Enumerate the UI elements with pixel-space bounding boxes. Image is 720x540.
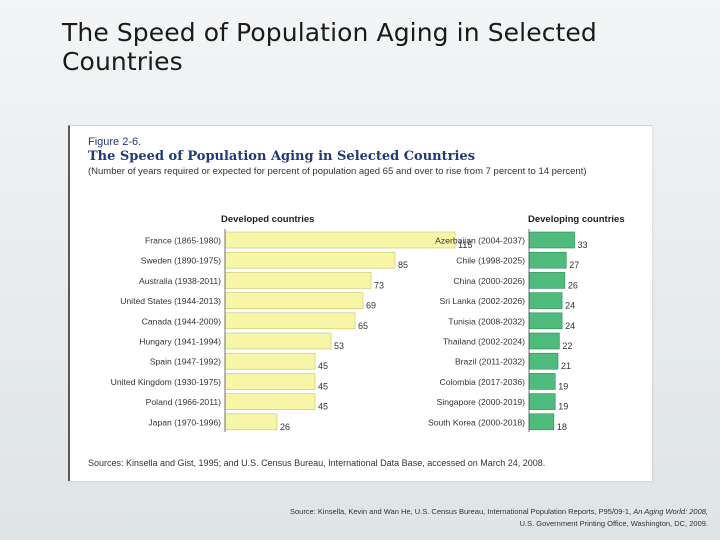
- developed-bar: [224, 251, 396, 269]
- developing-value-label: 24: [565, 301, 575, 311]
- developing-bar: [528, 373, 556, 390]
- developed-bar: [224, 312, 356, 330]
- developing-category-label: Sri Lanka (2002-2026): [439, 296, 525, 306]
- developing-value-label: 26: [568, 280, 578, 290]
- developed-category-label: Japan (1970-1996): [148, 417, 221, 427]
- developed-category-label: Canada (1944-2009): [142, 316, 221, 326]
- developed-category-label: United Kingdom (1930-1975): [111, 377, 221, 387]
- slide-source-line1: Source: Kinsella, Kevin and Wan He, U.S.…: [289, 507, 632, 516]
- developing-bar: [528, 292, 563, 309]
- developing-value-label: 19: [558, 402, 568, 412]
- figure-panel: Figure 2-6. The Speed of Population Agin…: [68, 125, 652, 481]
- developed-bar: [224, 352, 316, 370]
- slide-source-line2: U.S. Government Printing Office, Washing…: [519, 519, 708, 528]
- developed-value-label: 53: [334, 341, 344, 351]
- slide-source: Source: Kinsella, Kevin and Wan He, U.S.…: [290, 506, 708, 530]
- developing-category-label: Azerbaijan (2004-2037): [435, 236, 525, 246]
- figure-label: Figure 2-6.: [88, 136, 142, 148]
- developing-category-label: Thailand (2002-2024): [443, 337, 525, 347]
- developing-value-label: 22: [562, 341, 572, 351]
- slide-title: The Speed of Population Aging in Selecte…: [62, 18, 597, 76]
- slide-source-italic: An Aging World: 2008,: [633, 507, 708, 516]
- developing-category-label: Tunisia (2008-2032): [448, 316, 525, 326]
- developing-category-label: Singapore (2000-2019): [437, 397, 526, 407]
- developing-value-label: 24: [565, 321, 575, 331]
- developed-value-label: 115: [458, 240, 472, 250]
- developing-value-label: 33: [578, 240, 588, 250]
- developing-bar: [528, 393, 556, 410]
- bar-chart: Developed countries France (1865-1980) 115…: [111, 214, 625, 432]
- developed-value-label: 69: [366, 301, 376, 311]
- developing-bar: [528, 352, 559, 370]
- developed-bar: [224, 393, 316, 410]
- developing-value-label: 27: [569, 260, 579, 270]
- developing-bar: [528, 272, 566, 289]
- developed-value-label: 73: [374, 280, 384, 290]
- developed-header: Developed countries: [221, 214, 314, 225]
- developed-bar: [224, 292, 364, 309]
- developed-bar: [224, 231, 456, 249]
- developing-category-label: China (2000-2026): [453, 276, 525, 286]
- developed-value-label: 45: [318, 381, 328, 391]
- developing-value-label: 21: [561, 361, 571, 371]
- developed-category-label: Spain (1947-1992): [150, 357, 221, 367]
- developing-bar: [528, 332, 560, 350]
- developed-bar: [224, 373, 316, 390]
- developed-value-label: 45: [318, 402, 328, 412]
- developing-category-label: Brazil (2011-2032): [455, 357, 525, 367]
- developing-bar: [528, 251, 567, 269]
- developing-value-label: 19: [558, 381, 568, 391]
- developing-bar: [528, 231, 575, 249]
- developed-bar: [224, 272, 372, 289]
- developed-category-label: United States (1944-2013): [120, 296, 221, 306]
- developed-category-label: Australia (1938-2011): [139, 276, 221, 286]
- developing-bar: [528, 413, 555, 431]
- developed-value-label: 26: [280, 422, 290, 432]
- developed-bar: [224, 413, 278, 431]
- developed-category-label: Sweden (1890-1975): [141, 256, 221, 266]
- developing-category-label: Colombia (2017-2036): [439, 377, 525, 387]
- developing-bar: [528, 312, 563, 330]
- developed-value-label: 45: [318, 361, 328, 371]
- developed-category-label: Hungary (1941-1994): [139, 337, 221, 347]
- figure-title: The Speed of Population Aging in Selecte…: [88, 149, 476, 164]
- developed-value-label: 85: [398, 260, 408, 270]
- developing-header: Developing countries: [528, 214, 625, 225]
- developing-value-label: 18: [557, 422, 567, 432]
- developed-category-label: Poland (1966-2011): [146, 397, 221, 407]
- figure-subtitle: (Number of years required or expected fo…: [88, 166, 587, 177]
- developed-category-label: France (1865-1980): [145, 236, 221, 246]
- figure-source: Sources: Kinsella and Gist, 1995; and U.…: [88, 458, 546, 468]
- developed-bar: [224, 332, 332, 350]
- developing-category-label: South Korea (2000-2018): [428, 417, 525, 427]
- developed-value-label: 65: [358, 321, 368, 331]
- developing-category-label: Chile (1998-2025): [456, 256, 525, 266]
